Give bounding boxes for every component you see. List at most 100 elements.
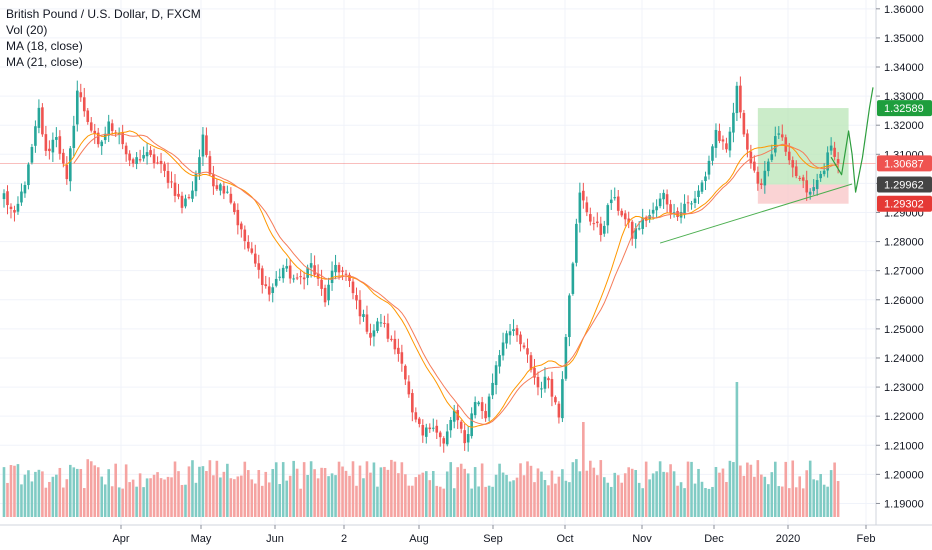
candle-body xyxy=(103,133,107,141)
candle-body xyxy=(379,322,383,324)
candle-body xyxy=(20,191,23,203)
candle-body xyxy=(386,323,390,339)
candle-body xyxy=(616,196,620,211)
volume-bar xyxy=(159,478,163,517)
candle-body xyxy=(13,210,16,213)
candle-body xyxy=(96,132,100,145)
time-tick-label: Aug xyxy=(409,533,429,545)
volume-bar xyxy=(526,461,529,517)
candle-body xyxy=(770,154,774,160)
volume-bar xyxy=(812,479,815,517)
candle-body xyxy=(676,211,679,217)
candle-body xyxy=(609,199,613,204)
price-tick-label: 1.27000 xyxy=(884,266,924,278)
candle-body xyxy=(121,132,124,145)
volume-bar xyxy=(787,488,791,517)
candle-body xyxy=(393,338,397,350)
volume-bar xyxy=(575,459,578,517)
volume-bar xyxy=(561,469,564,517)
candle-body xyxy=(739,85,742,113)
volume-bar xyxy=(233,479,236,517)
volume-bar xyxy=(739,465,742,517)
candle-body xyxy=(585,202,589,213)
volume-bar xyxy=(728,460,732,517)
candle-body xyxy=(424,427,428,437)
candle-body xyxy=(27,164,30,186)
volume-bar xyxy=(128,482,131,517)
price-tick-label: 1.21000 xyxy=(884,440,924,452)
candle-body xyxy=(494,365,498,386)
volume-bar xyxy=(578,471,582,517)
candle-body xyxy=(725,143,728,150)
green-target-zone xyxy=(757,108,849,185)
candle-body xyxy=(501,342,505,356)
candle-body xyxy=(431,427,435,429)
volume-bar xyxy=(770,472,774,517)
volume-bar xyxy=(205,471,208,517)
candle-body xyxy=(292,278,295,280)
volume-bar xyxy=(79,468,83,517)
candle-body xyxy=(732,112,735,133)
candle-body xyxy=(177,193,180,197)
volume-bar xyxy=(320,467,323,517)
volume-indicator-label[interactable]: Vol (20) xyxy=(6,23,48,37)
volume-bar xyxy=(557,476,561,517)
volume-bar xyxy=(686,461,690,517)
volume-bar xyxy=(58,467,62,517)
candle-body xyxy=(159,160,163,165)
candle-body xyxy=(260,268,264,285)
candle-body xyxy=(554,397,557,403)
candle-body xyxy=(191,190,194,199)
volume-bar xyxy=(302,462,306,517)
volume-bar xyxy=(281,462,285,517)
time-axis[interactable]: Apr May Jun 2 Aug Sep Oct Nov Dec 2020 Feb xyxy=(0,524,932,545)
volume-bar xyxy=(212,475,215,517)
candle-body xyxy=(718,130,721,141)
candle-body xyxy=(41,107,44,135)
candle-body xyxy=(529,355,533,370)
candle-body xyxy=(707,160,711,175)
volume-bar xyxy=(540,471,543,517)
candle-body xyxy=(442,438,446,444)
volume-bar xyxy=(494,474,498,517)
symbol-title[interactable]: British Pound / U.S. Dollar, D, FXCM xyxy=(6,7,201,21)
volume-bar xyxy=(156,472,159,517)
volume-bar xyxy=(773,461,777,517)
volume-bar xyxy=(285,480,288,517)
candle-body xyxy=(728,131,732,151)
candle-body xyxy=(787,151,791,161)
volume-bar xyxy=(819,474,822,517)
price-tag-label: 1.30687 xyxy=(884,158,924,170)
volume-bar xyxy=(658,461,662,517)
candle-body xyxy=(397,347,400,354)
volume-bar xyxy=(442,488,446,517)
ma18-indicator-label[interactable]: MA (18, close) xyxy=(6,39,83,53)
candle-body xyxy=(550,379,554,397)
volume-bar xyxy=(37,469,41,517)
candle-body xyxy=(16,203,20,212)
candle-body xyxy=(582,190,585,201)
trendline xyxy=(659,183,853,244)
volume-bar xyxy=(355,485,358,517)
volume-bar xyxy=(424,471,428,517)
candle-body xyxy=(435,425,439,433)
time-tick-label: Sep xyxy=(483,533,503,545)
time-tick-label: Oct xyxy=(556,533,573,545)
volume-bar xyxy=(236,476,240,517)
candle-body xyxy=(452,410,456,422)
volume-bar xyxy=(421,472,425,517)
volume-bar xyxy=(508,481,512,517)
volume-bar xyxy=(648,479,651,517)
volume-bar xyxy=(613,472,617,517)
candle-body xyxy=(205,135,208,156)
volume-bar xyxy=(48,481,51,517)
candle-body xyxy=(110,123,114,131)
candle-body xyxy=(372,330,376,337)
candle-body xyxy=(704,176,707,182)
ma21-indicator-label[interactable]: MA (21, close) xyxy=(6,55,83,69)
volume-bar xyxy=(452,488,456,517)
volume-bar xyxy=(30,481,34,517)
price-axis[interactable]: 1.19000 1.20000 1.21000 1.22000 1.23000 1.240… xyxy=(875,0,932,525)
time-tick-label: 2 xyxy=(341,533,347,545)
